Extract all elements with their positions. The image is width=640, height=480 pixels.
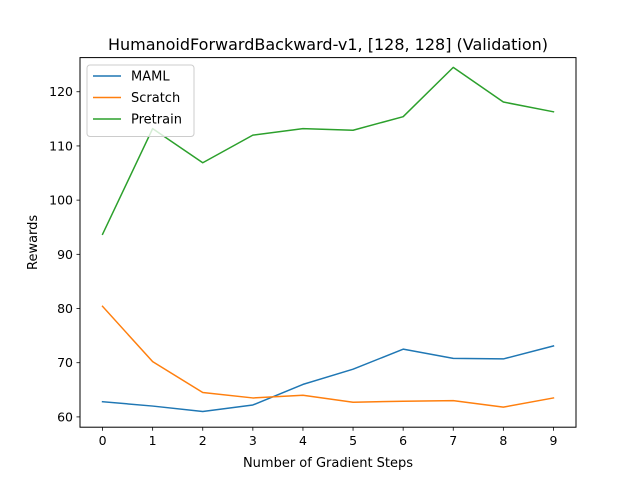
y-axis-label: Rewards [26, 215, 41, 270]
plot-frame [79, 57, 577, 428]
y-tick-label: 120 [49, 84, 73, 99]
y-tick-label: 80 [57, 301, 73, 316]
x-tick-label: 0 [99, 433, 107, 448]
y-tick-label: 90 [57, 247, 73, 262]
x-tick-label: 8 [499, 433, 507, 448]
x-tick-label: 5 [349, 433, 357, 448]
y-tick-label: 100 [49, 193, 73, 208]
x-tick-label: 2 [199, 433, 207, 448]
legend-label-pretrain: Pretrain [131, 113, 182, 128]
x-tick-label: 9 [549, 433, 557, 448]
x-tick-label: 1 [149, 433, 157, 448]
y-tick-label: 60 [57, 409, 73, 424]
x-tick-label: 3 [249, 433, 257, 448]
legend-label-maml: MAML [131, 70, 170, 85]
x-tick-label: 4 [299, 433, 307, 448]
x-tick-label: 6 [399, 433, 407, 448]
y-tick-label: 70 [57, 355, 73, 370]
series-line-maml [101, 344, 555, 413]
y-axis: 60 70 80 90 100 110 120 [49, 84, 80, 424]
legend: MAML Scratch Pretrain [86, 64, 195, 137]
x-axis-label: Number of Gradient Steps [243, 456, 413, 471]
legend-label-scratch: Scratch [131, 91, 180, 106]
series-layer [101, 66, 555, 413]
x-axis: 0 1 2 3 4 5 6 7 8 9 [99, 427, 557, 448]
chart-title: HumanoidForwardBackward-v1, [128, 128] (… [108, 35, 548, 54]
y-tick-label: 110 [49, 138, 73, 153]
x-tick-label: 7 [449, 433, 457, 448]
series-line-pretrain [101, 66, 555, 236]
series-line-scratch [101, 305, 555, 408]
